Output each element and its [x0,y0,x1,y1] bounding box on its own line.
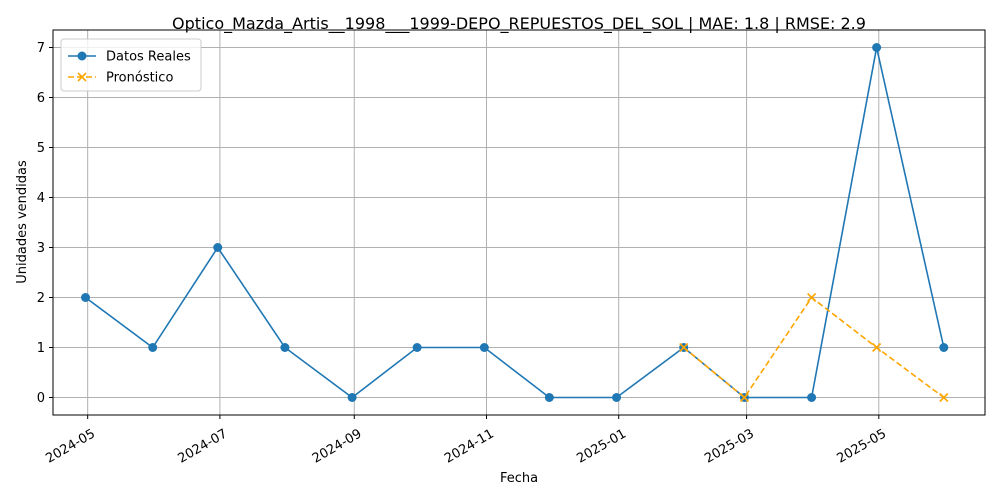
y-tick-label: 5 [37,141,45,156]
y-tick-label: 7 [37,41,45,56]
y-axis-title: Unidades vendidas [15,160,30,284]
actual-point [612,393,622,402]
series-lines [81,43,949,403]
legend-forecast-label: Pronóstico [106,71,173,86]
legend-forecast-point [77,72,87,82]
forecast-series [679,292,949,403]
legend: Datos Reales Pronóstico [60,38,202,92]
actual-point [280,343,290,352]
actual-point [872,43,882,52]
forecast-point [739,392,749,403]
legend-actual-label: Datos Reales [106,50,191,65]
actual-point [347,393,357,402]
actual-line [85,47,945,399]
forecast-point [939,392,949,403]
actual-point [412,343,422,352]
chart-title: Optico_Mazda_Artis__1998___1999-DEPO_REP… [172,14,866,34]
y-tick-label: 2 [37,291,45,306]
actual-point [807,393,817,402]
actual-point [544,393,554,402]
actual-point [479,343,489,352]
y-tick-label: 6 [37,91,45,106]
forecast-point [872,342,882,353]
y-tick-label: 4 [37,191,45,206]
legend-actual-point [77,51,87,61]
y-tick-label: 1 [37,341,45,356]
x-axis-title: Fecha [500,471,538,486]
forecast-point [807,292,817,303]
actual-point [939,343,949,352]
actual-point [213,243,223,252]
y-tick-label: 0 [37,391,45,406]
plot-area [52,29,986,416]
forecast-point [679,342,689,353]
actual-point [81,293,91,302]
y-tick-label: 3 [37,241,45,256]
actual-point [148,343,158,352]
legend-box [60,38,202,92]
